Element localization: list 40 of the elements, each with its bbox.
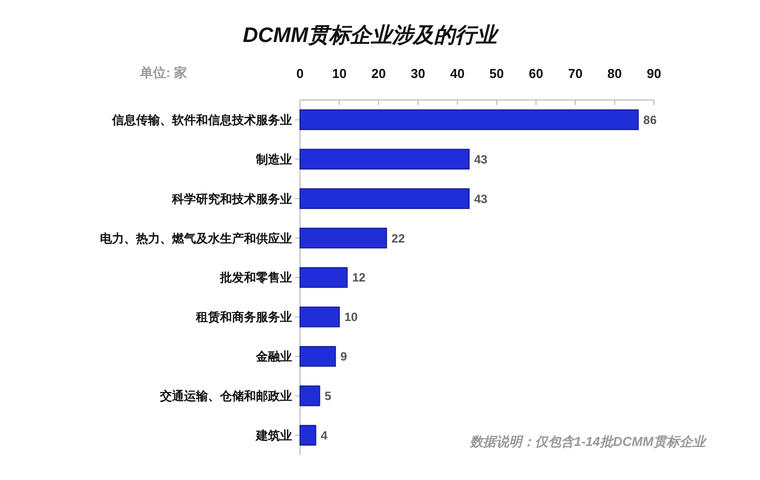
y-tick-label: 批发和零售业: [219, 270, 292, 285]
bar: [300, 188, 470, 209]
x-tick-label: 60: [528, 66, 544, 81]
data-label: 22: [392, 231, 406, 246]
bar: [300, 148, 470, 170]
annotation: 数据说明：仅包含1-14批DCMM贯标企业: [469, 434, 708, 449]
bar: [300, 109, 639, 130]
data-label: 9: [340, 350, 348, 364]
data-label: 5: [324, 389, 332, 404]
bar: [300, 228, 388, 248]
y-tick-label: 科学研究和技术服务业: [171, 192, 292, 206]
x-tick-label: 20: [371, 66, 386, 81]
bar: [300, 306, 340, 328]
x-tick-label: 50: [489, 66, 504, 81]
data-label: 43: [474, 152, 488, 166]
data-label: 86: [643, 112, 657, 127]
y-tick-label: 建筑业: [255, 428, 292, 442]
y-tick-label: 制造业: [255, 152, 292, 166]
data-label: 10: [344, 310, 358, 324]
data-label: 4: [320, 428, 328, 442]
bar: [300, 424, 316, 446]
y-tick-label: 租赁和商务服务业: [195, 310, 292, 324]
y-tick-label: 信息传输、软件和信息技术服务业: [111, 112, 292, 127]
y-tick-label: 金融业: [255, 350, 292, 364]
data-label: 43: [474, 192, 488, 206]
x-tick-label: 0: [296, 66, 304, 81]
y-tick-label: 交通运输、仓储和邮政业: [159, 389, 292, 404]
x-tick-label: 90: [646, 66, 662, 81]
y-tick-label: 电力、热力、燃气及水生产和供应业: [100, 231, 292, 246]
chart-title: DCMM贯标企业涉及的行业: [242, 24, 500, 47]
x-tick-label: 40: [450, 66, 465, 81]
bar: [300, 346, 336, 367]
x-axis-title: 单位: 家: [139, 65, 187, 80]
bar: [300, 385, 320, 406]
x-tick-label: 70: [568, 66, 583, 81]
bar: [300, 267, 348, 288]
x-tick-label: 30: [410, 66, 426, 81]
x-tick-label: 10: [332, 66, 347, 81]
x-tick-label: 80: [607, 66, 622, 81]
data-label: 12: [352, 270, 366, 285]
